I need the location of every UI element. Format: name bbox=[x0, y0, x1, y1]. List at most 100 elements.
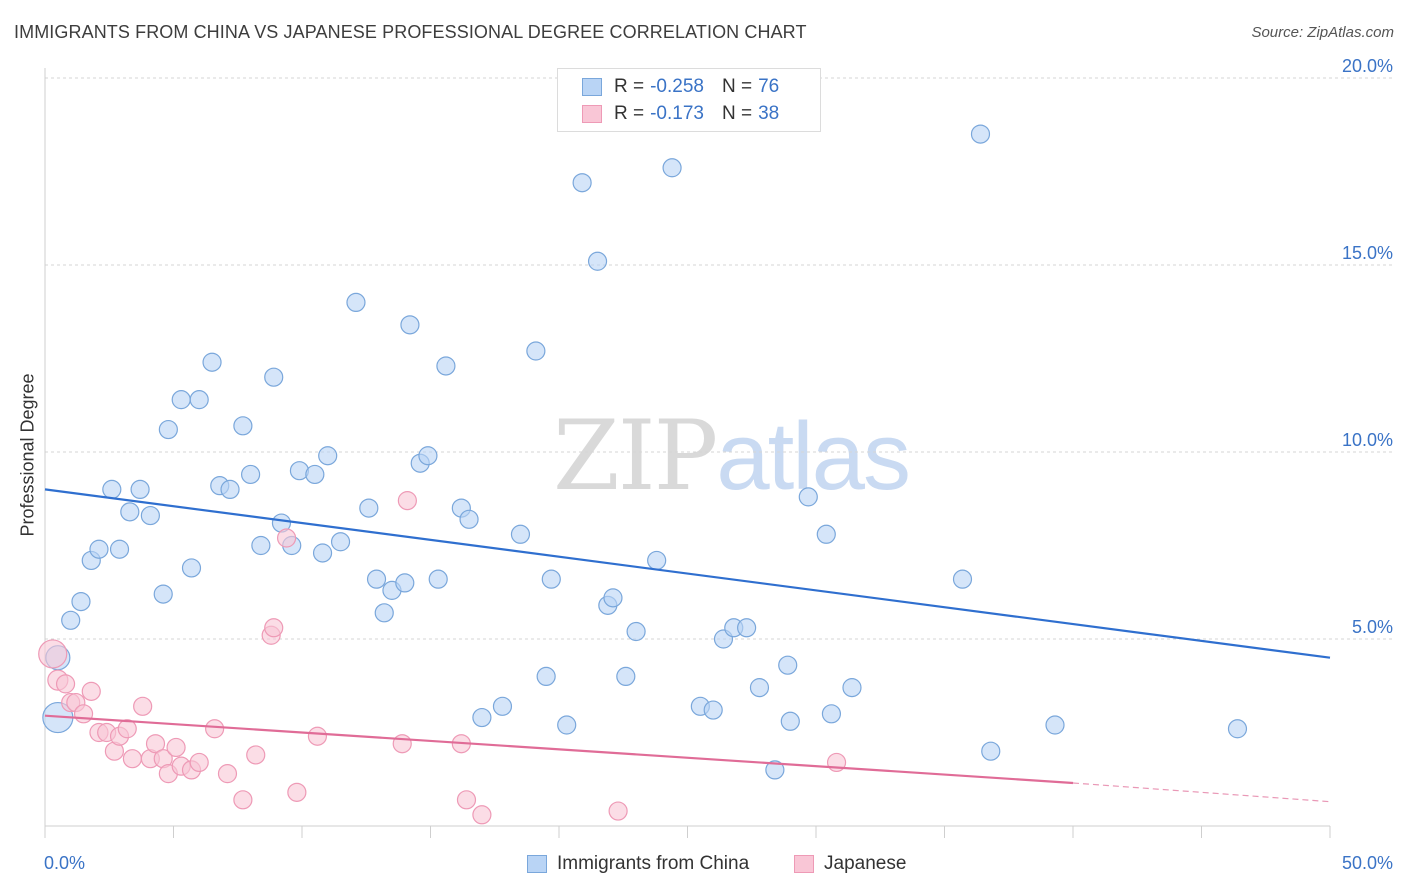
trend-layer bbox=[44, 488, 1331, 803]
japanese-point-23 bbox=[217, 764, 238, 784]
legend-row-china: R = -0.258 N = 76 bbox=[582, 75, 779, 99]
china-point-5 bbox=[89, 539, 109, 559]
y-tick-label-3: 20.0% bbox=[1342, 56, 1393, 76]
japanese-point-13 bbox=[133, 696, 153, 716]
china-point-42 bbox=[459, 509, 479, 529]
japanese-point-30 bbox=[307, 726, 328, 746]
china-point-65 bbox=[778, 655, 798, 675]
japanese-point-12 bbox=[122, 749, 142, 769]
legend-swatch-japanese bbox=[582, 105, 602, 123]
y-axis-label: Professional Degree bbox=[17, 373, 38, 537]
china-point-74 bbox=[1045, 715, 1065, 735]
china-point-33 bbox=[374, 603, 394, 623]
x-tick-label-1: 50.0% bbox=[1342, 853, 1393, 873]
china-point-9 bbox=[130, 479, 150, 499]
japanese-point-34 bbox=[456, 790, 477, 810]
japanese-point-18 bbox=[166, 737, 186, 758]
bottom-legend-china: Immigrants from China bbox=[527, 852, 749, 876]
trendline-japanese bbox=[44, 714, 1074, 785]
points-layer bbox=[38, 124, 1248, 825]
china-point-35 bbox=[395, 573, 415, 593]
china-point-73 bbox=[981, 741, 1001, 761]
grid-layer bbox=[45, 77, 1395, 640]
japanese-point-31 bbox=[392, 734, 412, 754]
japanese-point-29 bbox=[287, 782, 307, 802]
y-tick-label-0: 5.0% bbox=[1352, 617, 1393, 637]
china-point-16 bbox=[202, 352, 222, 372]
china-point-30 bbox=[346, 292, 366, 312]
china-point-13 bbox=[171, 390, 191, 410]
china-point-68 bbox=[816, 524, 836, 544]
japanese-point-36 bbox=[608, 801, 628, 821]
china-point-69 bbox=[821, 704, 842, 724]
china-point-54 bbox=[616, 666, 636, 687]
japanese-point-21 bbox=[189, 752, 209, 773]
japanese-point-25 bbox=[246, 745, 266, 765]
china-point-51 bbox=[587, 251, 608, 271]
china-point-39 bbox=[428, 569, 448, 589]
china-point-26 bbox=[305, 464, 325, 485]
legend-r-value-china: -0.258 bbox=[650, 76, 704, 97]
china-point-22 bbox=[264, 367, 284, 387]
legend-r-value-japanese: -0.173 bbox=[650, 103, 704, 124]
china-point-64 bbox=[765, 760, 785, 780]
china-point-75 bbox=[1227, 719, 1248, 739]
legend-row-japanese: R = -0.173 N = 38 bbox=[582, 102, 779, 126]
legend-n-value-japanese: 38 bbox=[758, 103, 780, 124]
x-tick-label-0: 0.0% bbox=[44, 853, 85, 873]
japanese-point-32 bbox=[397, 491, 417, 511]
china-point-59 bbox=[703, 700, 723, 720]
bottom-legend-label-japanese: Japanese bbox=[824, 853, 907, 874]
japanese-point-0 bbox=[38, 639, 68, 669]
china-point-72 bbox=[970, 124, 991, 144]
china-point-44 bbox=[492, 696, 513, 716]
y-tick-label-2: 15.0% bbox=[1342, 243, 1393, 263]
china-point-32 bbox=[366, 569, 387, 589]
china-point-11 bbox=[153, 584, 173, 604]
china-point-62 bbox=[737, 618, 757, 638]
china-point-40 bbox=[436, 356, 456, 376]
japanese-point-22 bbox=[205, 719, 225, 739]
china-point-53 bbox=[603, 588, 623, 608]
china-point-12 bbox=[158, 419, 178, 440]
china-point-27 bbox=[312, 543, 333, 563]
legend-swatch-china bbox=[582, 78, 602, 96]
japanese-point-5 bbox=[73, 704, 94, 724]
correlation-legend: R = -0.258 N = 76 R = -0.173 N = 38 bbox=[557, 68, 821, 132]
china-point-66 bbox=[780, 711, 800, 731]
bottom-legend-swatch-china bbox=[527, 855, 547, 873]
tick-label-layer: 5.0% 10.0% 15.0% 20.0% 0.0% 50.0% bbox=[44, 56, 1393, 873]
legend-r-label-china: R = bbox=[614, 76, 645, 97]
japanese-point-2 bbox=[55, 674, 76, 694]
y-tick-label-1: 10.0% bbox=[1342, 430, 1393, 450]
china-point-36 bbox=[400, 315, 420, 335]
bottom-legend-japanese: Japanese bbox=[794, 852, 906, 876]
chart-title: IMMIGRANTS FROM CHINA VS JAPANESE PROFES… bbox=[14, 22, 807, 42]
legend-n-label-china: N = bbox=[721, 76, 753, 97]
china-point-29 bbox=[330, 532, 351, 552]
bottom-legend-label-china: Immigrants from China bbox=[557, 853, 750, 874]
china-point-46 bbox=[526, 341, 546, 361]
china-point-70 bbox=[842, 678, 862, 698]
china-point-38 bbox=[418, 446, 438, 466]
china-point-19 bbox=[233, 416, 253, 436]
watermark-zip: ZIP bbox=[553, 400, 718, 512]
china-point-21 bbox=[251, 535, 271, 556]
china-point-10 bbox=[140, 505, 160, 526]
china-point-8 bbox=[120, 502, 140, 522]
china-point-55 bbox=[626, 621, 646, 642]
china-point-15 bbox=[181, 558, 202, 578]
japanese-point-27 bbox=[264, 618, 284, 638]
china-point-50 bbox=[572, 173, 592, 193]
china-point-63 bbox=[749, 678, 770, 698]
legend-n-label-japanese: N = bbox=[721, 103, 753, 124]
china-point-45 bbox=[510, 524, 531, 544]
watermark: ZIPatlas bbox=[553, 400, 911, 512]
japanese-point-28 bbox=[276, 528, 297, 548]
china-point-2 bbox=[61, 610, 81, 630]
japanese-point-6 bbox=[81, 681, 101, 701]
china-point-31 bbox=[359, 498, 379, 518]
japanese-point-24 bbox=[233, 790, 253, 810]
bottom-legend-swatch-japanese bbox=[794, 855, 814, 873]
